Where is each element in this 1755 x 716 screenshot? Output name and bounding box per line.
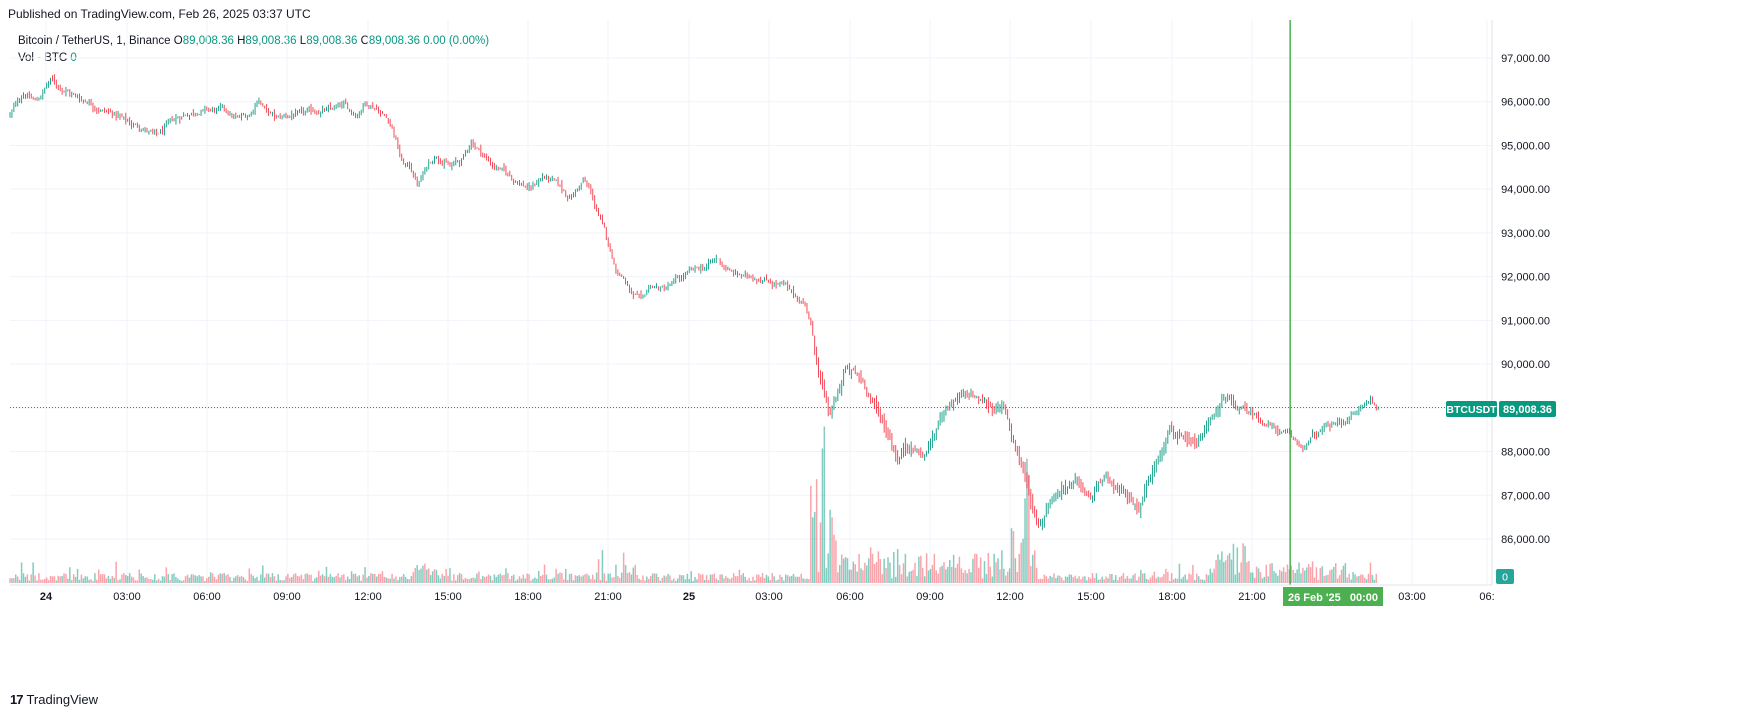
- published-header: Published on TradingView.com, Feb 26, 20…: [8, 7, 311, 21]
- price-axis-label: 92,000.00: [1501, 272, 1550, 284]
- low-value: 89,008.36: [306, 35, 358, 47]
- time-axis-label: 18:00: [514, 591, 542, 603]
- price-axis-label: 95,000.00: [1501, 140, 1550, 152]
- symbol-title[interactable]: Bitcoin / TetherUS, 1, Binance: [18, 35, 171, 47]
- footer-brand[interactable]: 17 TradingView: [10, 692, 98, 707]
- close-value: 89,008.36: [368, 35, 421, 47]
- open-label: O: [173, 35, 183, 47]
- volume-tag-bg: [1496, 569, 1514, 584]
- time-axis-label: 09:00: [916, 591, 944, 603]
- change-value: 0.00 (0.00%): [423, 35, 490, 47]
- time-axis-label: 21:00: [594, 591, 622, 603]
- time-axis-label: 18:00: [1158, 591, 1186, 603]
- symbol-legend: Bitcoin / TetherUS, 1, Binance O89,008.3…: [18, 35, 489, 47]
- volume-tag: 0: [1496, 569, 1514, 584]
- price-axis-label: 88,000.00: [1501, 447, 1550, 459]
- crosshair-time-label: 26 Feb '25 00:00: [1283, 587, 1383, 606]
- price-axis-label: 94,000.00: [1501, 184, 1550, 196]
- time-axis-label: 12:00: [996, 591, 1024, 603]
- tradingview-logo-icon: 17: [10, 692, 24, 707]
- candlestick-series: [9, 74, 1379, 531]
- price-axis-label: 90,000.00: [1501, 359, 1550, 371]
- time-axis-label: 24: [40, 591, 53, 603]
- price-axis-label: 91,000.00: [1501, 315, 1550, 327]
- time-axis-label: 03:00: [113, 591, 141, 603]
- high-value: 89,008.36: [245, 35, 297, 47]
- time-axis[interactable]: 24 03:00 06:00 09:00 12:00 15:00 18:00 21:00 25 0…: [40, 591, 1495, 603]
- time-axis-label: 21:00: [1238, 591, 1266, 603]
- crosshair-time-text: 26 Feb '25 00:00: [1288, 592, 1378, 604]
- time-axis-label: 06:: [1479, 591, 1494, 603]
- chart-grid: [10, 20, 1492, 585]
- price-tag-value: 89,008.36: [1503, 404, 1552, 416]
- price-axis-label: 93,000.00: [1501, 228, 1550, 240]
- price-chart[interactable]: 97,000.00 96,000.00 95,000.00 94,000.00 93,0…: [0, 0, 1755, 690]
- time-axis-label: 03:00: [1398, 591, 1426, 603]
- close-label: C: [360, 35, 369, 47]
- price-tag-value-bg: [1499, 401, 1556, 417]
- time-axis-label: 03:00: [755, 591, 783, 603]
- high-label: H: [237, 35, 246, 47]
- price-axis-label: 96,000.00: [1501, 97, 1550, 109]
- footer-brand-text: TradingView: [26, 692, 99, 707]
- price-axis-label: 87,000.00: [1501, 490, 1550, 502]
- price-tag-symbol-bg: [1446, 401, 1497, 417]
- time-axis-label: 25: [683, 591, 695, 603]
- price-axis[interactable]: 97,000.00 96,000.00 95,000.00 94,000.00 93,0…: [1501, 53, 1550, 546]
- price-tag: BTCUSDT 89,008.36: [1446, 401, 1556, 417]
- crosshair-time-bg: [1283, 587, 1383, 606]
- price-axis-label: 97,000.00: [1501, 53, 1550, 65]
- time-axis-label: 09:00: [273, 591, 301, 603]
- time-axis-label: 15:00: [434, 591, 462, 603]
- open-value: 89,008.36: [182, 35, 234, 47]
- volume-histogram: [9, 426, 1377, 583]
- time-axis-label: 06:00: [836, 591, 864, 603]
- time-axis-label: 15:00: [1077, 591, 1105, 603]
- price-tag-symbol: BTCUSDT: [1446, 404, 1497, 416]
- volume-tag-value: 0: [1502, 572, 1508, 584]
- time-axis-label: 06:00: [193, 591, 221, 603]
- time-axis-label: 12:00: [354, 591, 382, 603]
- price-axis-label: 86,000.00: [1501, 534, 1550, 546]
- low-label: L: [299, 35, 307, 47]
